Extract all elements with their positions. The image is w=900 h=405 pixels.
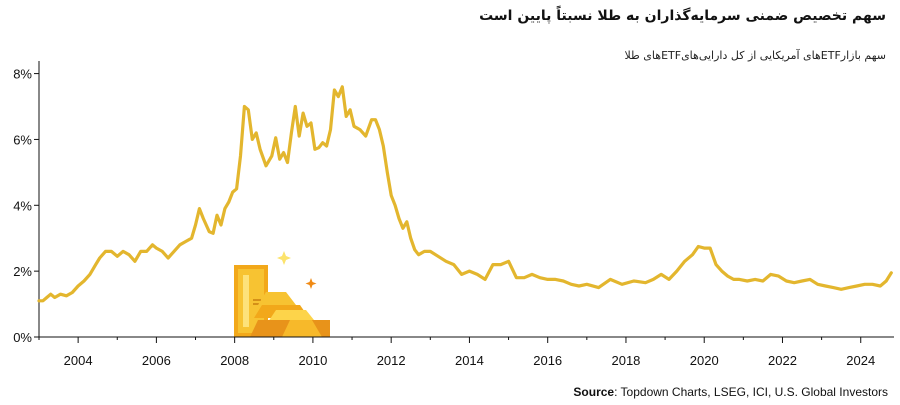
y-tick-label: 6% <box>13 132 32 147</box>
y-tick-label: 0% <box>13 330 32 345</box>
x-axis-ticks: 2004 2006 2008 2010 2012 2014 2016 2018 2020 2022… <box>38 337 875 368</box>
x-tick-label: 2024 <box>846 353 875 368</box>
y-axis-ticks: 0% 2% 4% 6% 8% <box>13 67 39 345</box>
x-tick-label: 2012 <box>377 353 406 368</box>
x-tick-label: 2014 <box>455 353 484 368</box>
x-tick-label: 2004 <box>64 353 93 368</box>
x-tick-label: 2018 <box>611 353 640 368</box>
x-tick-label: 2008 <box>220 353 249 368</box>
chart-title: سهم تخصیص ضمنی سرمایه‌گذاران به طلا نسبت… <box>479 8 886 24</box>
y-tick-label: 8% <box>13 67 32 82</box>
x-tick-label: 2020 <box>690 353 719 368</box>
y-tick-label: 2% <box>13 264 32 279</box>
x-tick-label: 2016 <box>533 353 562 368</box>
y-tick-label: 4% <box>13 198 32 213</box>
source-note: Source: Topdown Charts, LSEG, ICI, U.S. … <box>573 385 888 399</box>
x-tick-label: 2022 <box>768 353 797 368</box>
x-tick-label: 2006 <box>142 353 171 368</box>
gold-bars-icon <box>234 251 330 337</box>
source-label: Source <box>573 385 615 399</box>
source-text: : Topdown Charts, LSEG, ICI, U.S. Global… <box>614 385 888 399</box>
chart-subtitle: سهم بازارETFهای آمریکایی از کل دارایی‌ها… <box>624 49 886 62</box>
x-tick-label: 2010 <box>298 353 327 368</box>
series-line <box>37 85 893 303</box>
